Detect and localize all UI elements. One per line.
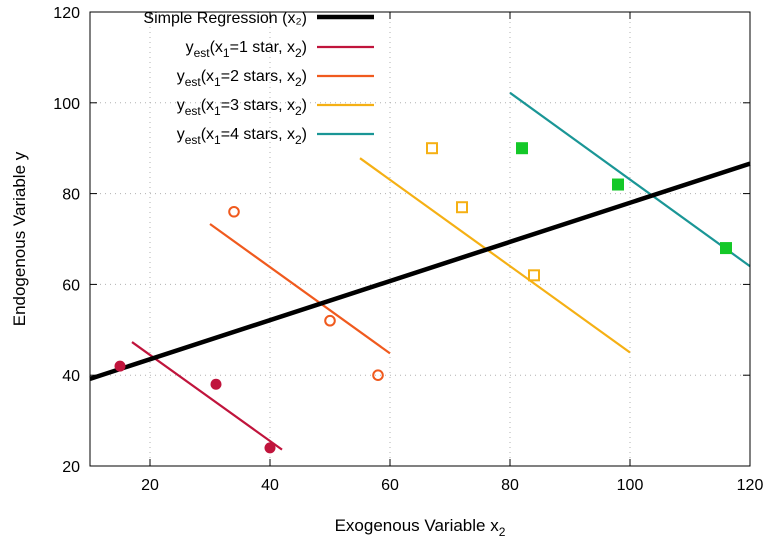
group-2-point-2	[324, 314, 336, 327]
grid-lines	[90, 12, 750, 466]
legend-text-part: 1	[214, 75, 221, 89]
legend-text-part: est	[194, 46, 211, 60]
group-2-point-1	[228, 205, 240, 218]
y-tick-label: 100	[53, 96, 80, 113]
legend-text-part: (x	[201, 68, 214, 85]
group-3-point-3	[528, 269, 540, 282]
legend-label-simple-regression: Simple Regression (x₂)	[143, 10, 307, 27]
plot-frame	[89, 11, 751, 467]
legend-text-part: est	[185, 104, 202, 118]
legend-text-part: )	[302, 68, 307, 85]
legend-text-part: est	[185, 75, 202, 89]
legend-text-part: (x	[201, 126, 214, 143]
y-tick-label: 60	[62, 277, 80, 294]
group-1-point-1	[114, 360, 126, 372]
legend-label-group-4: yest(x1=4 stars, x2)	[177, 126, 307, 147]
data-points	[114, 142, 732, 454]
legend-label-group-1: yest(x1=1 star, x2)	[186, 39, 307, 60]
legend-text-part: 1	[214, 133, 221, 147]
legend: Simple Regression (x₂)yest(x1=1 star, x2…	[143, 10, 374, 147]
legend-text-part: 2	[295, 104, 302, 118]
legend-text-part: 1	[214, 104, 221, 118]
legend-text-part: y	[177, 126, 185, 143]
legend-text-part: 2	[295, 75, 302, 89]
group-1-point-2	[210, 378, 222, 390]
legend-text-part: )	[302, 39, 307, 56]
x-tick-label: 20	[141, 477, 159, 494]
group-4-point-1	[516, 142, 528, 155]
group-2-fit-line	[209, 223, 391, 355]
legend-text-part: y	[177, 68, 185, 85]
y-tick-label: 40	[62, 368, 80, 385]
legend-text-part: y	[186, 39, 194, 56]
y-axis-label: Endogenous Variable y	[10, 151, 29, 326]
y-tick-label: 20	[62, 459, 80, 476]
y-tick-label: 80	[62, 187, 80, 204]
legend-text-part: (x	[210, 39, 223, 56]
group-1-point-3	[264, 442, 276, 454]
fit-lines	[89, 91, 751, 451]
x-tick-label: 120	[737, 477, 764, 494]
legend-text-part: y	[177, 97, 185, 114]
legend-text-part: 2	[295, 46, 302, 60]
x-axis-label: Exogenous Variable x2	[335, 516, 506, 538]
group-3-fit-line	[359, 157, 631, 354]
legend-label-group-3: yest(x1=3 stars, x2)	[177, 97, 307, 118]
group-3-point-1	[426, 142, 438, 155]
legend-text-part: =4 stars, x	[221, 126, 295, 143]
group-4-fit-line	[509, 91, 751, 268]
legend-text-part: =2 stars, x	[221, 68, 295, 85]
legend-text-part: )	[302, 97, 307, 114]
simple-regression-line	[89, 161, 751, 381]
legend-text-part: 2	[295, 133, 302, 147]
legend-text-part: 1	[223, 46, 230, 60]
group-3-point-2	[456, 201, 468, 214]
legend-text-part: (x	[201, 97, 214, 114]
legend-text-part: est	[185, 133, 202, 147]
legend-text-part: =3 stars, x	[221, 97, 295, 114]
x-tick-label: 100	[617, 477, 644, 494]
legend-text-part: )	[302, 126, 307, 143]
group-2-point-3	[372, 369, 384, 382]
x-tick-label: 60	[381, 477, 399, 494]
axis-ticks: 20 40 60 80 100 120 20 40 60 80 100 120	[53, 5, 763, 494]
group-1-fit-line	[131, 341, 283, 451]
group-4-point-3	[720, 242, 732, 255]
y-tick-label: 120	[53, 5, 80, 22]
legend-text-part: =1 star, x	[230, 39, 295, 56]
x-tick-label: 40	[261, 477, 279, 494]
group-4-point-2	[612, 178, 624, 191]
x-tick-label: 80	[501, 477, 519, 494]
legend-label-group-2: yest(x1=2 stars, x2)	[177, 68, 307, 89]
